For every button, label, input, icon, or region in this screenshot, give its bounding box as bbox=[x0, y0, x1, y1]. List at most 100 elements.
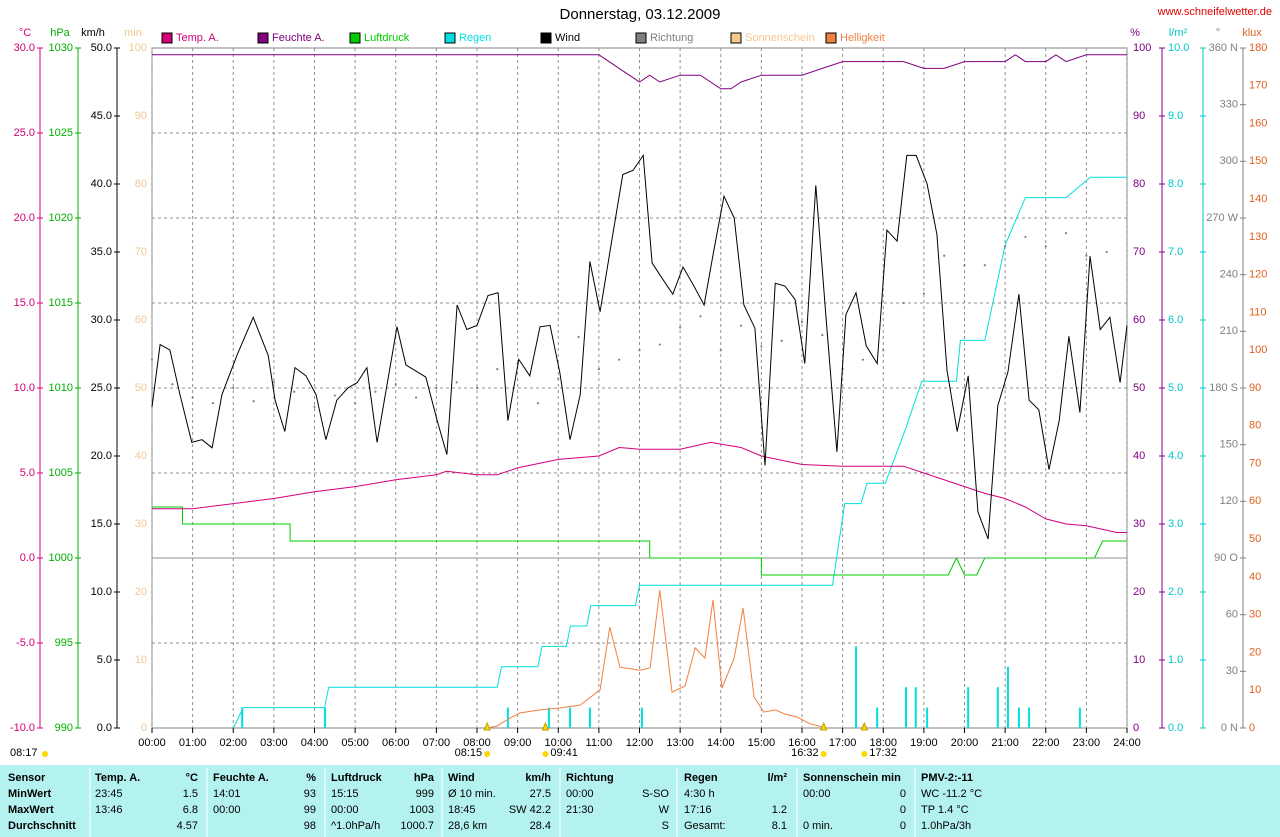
table-cell: S-SO bbox=[642, 788, 669, 800]
axis-unit: % bbox=[1130, 27, 1140, 39]
legend-label: Luftdruck bbox=[364, 32, 410, 44]
source: www.schneifelwetter.de bbox=[1157, 6, 1272, 18]
legend-swatch bbox=[257, 32, 269, 44]
y-tick-label: 70 bbox=[1133, 246, 1145, 258]
y-tick-label: -5.0 bbox=[16, 637, 35, 649]
y-tick-label: 80 bbox=[135, 178, 147, 190]
series-dot bbox=[963, 264, 966, 267]
y-tick-label: 180 bbox=[1249, 42, 1267, 54]
y-tick-label: 3.0 bbox=[1168, 518, 1183, 530]
y-tick-label: 0.0 bbox=[20, 552, 35, 564]
y-tick-label: 995 bbox=[55, 637, 73, 649]
table-cell: 15:15 bbox=[331, 788, 359, 800]
series-dot bbox=[739, 324, 743, 327]
y-tick-label: 270 W bbox=[1206, 212, 1238, 224]
y-tick-label: 10 bbox=[1249, 684, 1261, 696]
series-dot bbox=[902, 301, 905, 305]
table-background bbox=[0, 765, 1280, 837]
table-cell: 0 bbox=[900, 788, 906, 800]
y-tick-label: 1.0 bbox=[1168, 654, 1183, 666]
y-tick-label: 45.0 bbox=[91, 110, 112, 122]
series-dot bbox=[1105, 250, 1108, 254]
series-line bbox=[152, 506, 1127, 576]
y-tick-label: 50 bbox=[1133, 382, 1145, 394]
marker-icon bbox=[861, 751, 868, 757]
x-tick-label: 17:00 bbox=[829, 737, 857, 749]
series-dot bbox=[475, 386, 479, 390]
table-cell: 00:00 bbox=[566, 788, 594, 800]
x-tick-label: 21:00 bbox=[991, 737, 1019, 749]
series-dot bbox=[679, 326, 682, 329]
series-line bbox=[151, 153, 1128, 540]
table-cell: ^1.0hPa/h bbox=[331, 820, 380, 832]
series-line bbox=[152, 54, 1127, 90]
y-tick-label: 10 bbox=[135, 654, 147, 666]
x-tick-label: 24:00 bbox=[1113, 737, 1141, 749]
y-tick-label: 50 bbox=[135, 382, 147, 394]
table-header: Sonnenschein min bbox=[803, 772, 901, 784]
y-tick-label: 100 bbox=[1249, 344, 1267, 356]
y-tick-label: 160 bbox=[1249, 117, 1267, 129]
table-cell: 23:45 bbox=[95, 788, 123, 800]
axis-unit: min bbox=[124, 27, 142, 39]
y-tick-label: 30 bbox=[135, 518, 147, 530]
legend-swatch bbox=[349, 32, 361, 44]
y-tick-label: 20 bbox=[135, 586, 147, 598]
y-tick-label: 180 S bbox=[1209, 382, 1238, 394]
series-dot bbox=[882, 349, 885, 352]
series-dot bbox=[618, 358, 621, 361]
series-dot bbox=[699, 315, 702, 318]
y-tick-label: 1030 bbox=[49, 42, 73, 54]
series-dot bbox=[150, 358, 154, 361]
y-tick-label: 25.0 bbox=[91, 382, 112, 394]
y-tick-label: -10.0 bbox=[10, 722, 35, 734]
y-tick-label: 40 bbox=[135, 450, 147, 462]
table-header: % bbox=[306, 772, 316, 784]
series-dot bbox=[455, 381, 458, 384]
y-tick-label: 1000 bbox=[49, 552, 73, 564]
axis-unit: l/m² bbox=[1169, 27, 1188, 39]
series-dot bbox=[780, 339, 783, 342]
y-tick-label: 20.0 bbox=[91, 450, 112, 462]
table-cell: 0 min. bbox=[803, 820, 833, 832]
y-tick-label: 5.0 bbox=[20, 467, 35, 479]
table-header: km/h bbox=[525, 772, 551, 784]
y-tick-label: 4.0 bbox=[1168, 450, 1183, 462]
y-tick-label: 9.0 bbox=[1168, 110, 1183, 122]
table-cell: TP 1.4 °C bbox=[921, 804, 969, 816]
table-cell: 00:00 bbox=[331, 804, 359, 816]
y-tick-label: 50.0 bbox=[91, 42, 112, 54]
x-tick-label: 01:00 bbox=[179, 737, 207, 749]
y-tick-label: 100 bbox=[1133, 42, 1151, 54]
series-dot bbox=[983, 264, 986, 267]
legend-label: Wind bbox=[555, 32, 580, 44]
x-tick-label: 15:00 bbox=[748, 737, 776, 749]
y-tick-label: 25.0 bbox=[14, 127, 35, 139]
y-tick-label: 10.0 bbox=[14, 382, 35, 394]
legend-swatch bbox=[161, 32, 173, 44]
y-tick-label: 90 bbox=[135, 110, 147, 122]
series-dot bbox=[1004, 245, 1007, 248]
y-tick-label: 90 bbox=[1249, 382, 1261, 394]
legend-label: Richtung bbox=[650, 32, 693, 44]
x-tick-label: 05:00 bbox=[341, 737, 369, 749]
x-tick-label: 20:00 bbox=[951, 737, 979, 749]
table-cell: 8.1 bbox=[772, 820, 787, 832]
y-tick-label: 120 bbox=[1220, 495, 1238, 507]
y-tick-label: 80 bbox=[1249, 420, 1261, 432]
table-cell: 6.8 bbox=[183, 804, 198, 816]
x-tick-label: 02:00 bbox=[219, 737, 247, 749]
y-tick-label: 15.0 bbox=[14, 297, 35, 309]
table-cell: S bbox=[662, 820, 669, 832]
marker-icon bbox=[484, 751, 491, 757]
table-header: Regen bbox=[684, 772, 718, 784]
y-tick-label: 70 bbox=[1249, 457, 1261, 469]
marker-icon bbox=[820, 751, 827, 757]
series-dot bbox=[435, 386, 438, 390]
y-tick-label: 20.0 bbox=[14, 212, 35, 224]
y-tick-label: 40 bbox=[1249, 571, 1261, 583]
x-tick-label: 11:00 bbox=[586, 737, 613, 749]
legend-label: Helligkeit bbox=[840, 32, 885, 44]
y-tick-label: 40 bbox=[1133, 450, 1145, 462]
